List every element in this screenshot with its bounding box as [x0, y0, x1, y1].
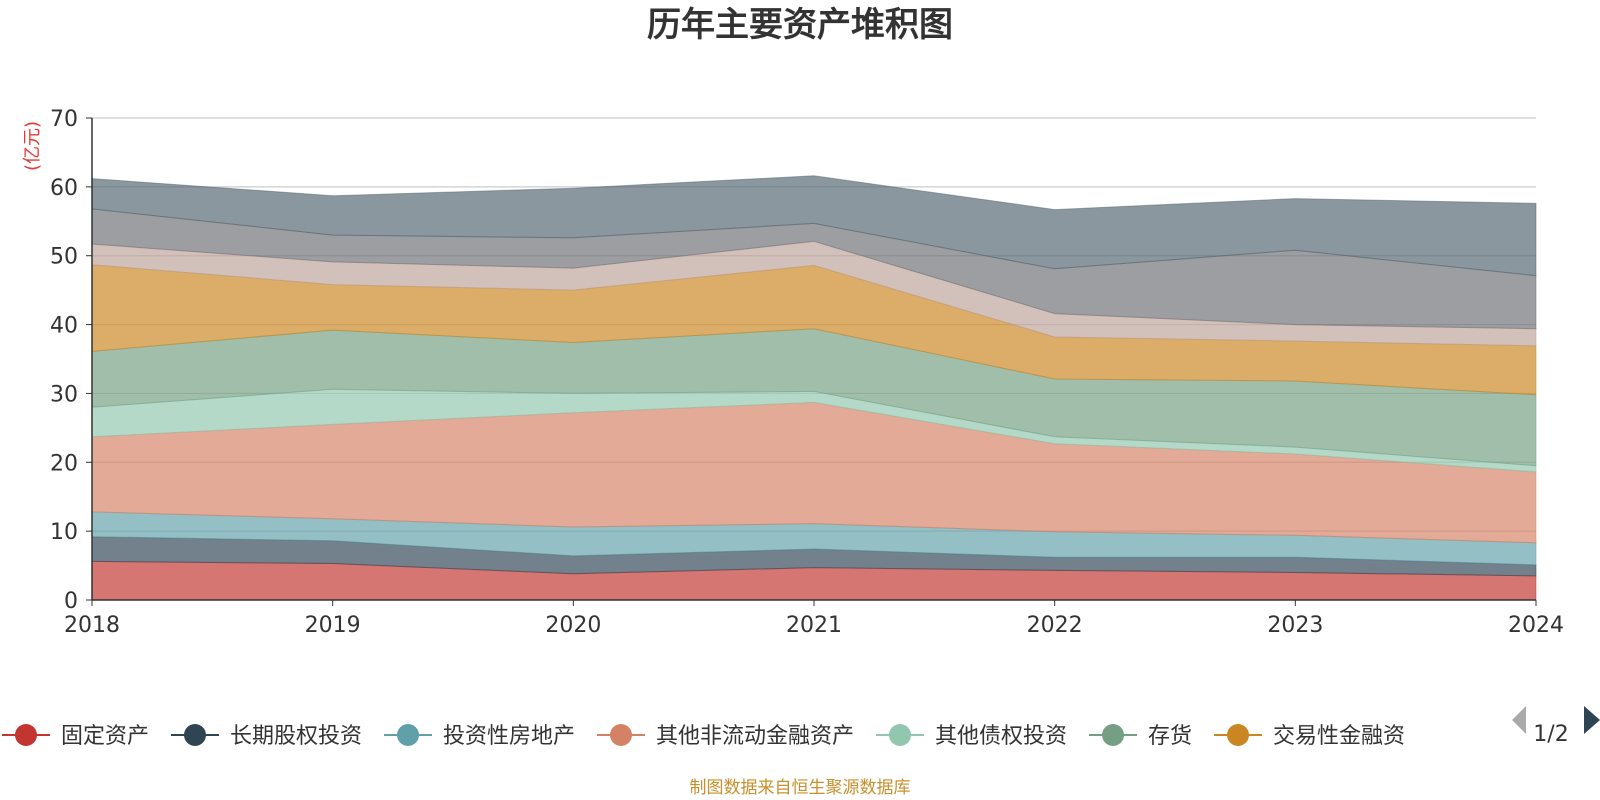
legend-marker-icon [184, 724, 207, 746]
legend-label: 固定资产 [61, 724, 149, 749]
y-tick-label: 20 [50, 451, 78, 476]
pager-next-icon[interactable] [1584, 706, 1600, 734]
y-tick-label: 30 [50, 382, 78, 407]
legend-marker-icon [397, 724, 420, 746]
legend-label: 长期股权投资 [230, 724, 362, 749]
y-tick-label: 50 [50, 245, 78, 270]
legend-item[interactable]: 长期股权投资 [171, 724, 362, 749]
legend-pager[interactable]: 1/2 [1512, 706, 1600, 747]
legend-label: 投资性房地产 [443, 724, 575, 749]
legend-label: 其他非流动金融资产 [656, 724, 854, 749]
y-tick-label: 60 [50, 176, 78, 201]
y-axis-ticks: 0 10 20 30 40 50 60 70 [50, 107, 92, 614]
legend-marker-icon [889, 724, 912, 746]
area-series [91, 175, 1537, 601]
area-series-10 [91, 175, 1537, 277]
x-tick-label: 2021 [786, 613, 842, 638]
y-tick-label: 0 [64, 589, 78, 614]
legend-label: 存货 [1148, 724, 1192, 749]
x-tick-label: 2018 [64, 613, 120, 638]
chart-title: 历年主要资产堆积图 [647, 5, 953, 45]
y-axis-unit: (亿元) [22, 121, 43, 171]
x-tick-label: 2024 [1508, 613, 1564, 638]
legend-item[interactable]: 其他非流动金融资产 [597, 724, 854, 749]
pager-page-label: 1/2 [1533, 722, 1568, 747]
source-note: 制图数据来自恒生聚源数据库 [690, 778, 911, 798]
x-tick-label: 2023 [1267, 613, 1323, 638]
x-axis-ticks: 2018 2019 2020 2021 2022 2023 2024 [64, 600, 1564, 638]
pager-prev-icon[interactable] [1512, 706, 1526, 734]
legend-item[interactable]: 固定资产 [2, 724, 149, 749]
legend-item[interactable]: 投资性房地产 [384, 724, 575, 749]
legend-item[interactable]: 其他债权投资 [876, 724, 1067, 749]
legend-item[interactable]: 交易性金融资 [1214, 724, 1405, 749]
legend[interactable]: 固定资产 长期股权投资 投资性房地产 其他非流动金融资产 其他债权投资 存货 交易性金融资 [2, 724, 1405, 749]
x-tick-label: 2020 [545, 613, 601, 638]
y-tick-label: 40 [50, 314, 78, 339]
legend-marker-icon [610, 724, 633, 746]
x-tick-label: 2019 [305, 613, 361, 638]
legend-label: 交易性金融资 [1273, 724, 1405, 749]
legend-item[interactable]: 存货 [1089, 724, 1192, 749]
legend-marker-icon [15, 724, 37, 746]
y-tick-label: 70 [50, 107, 78, 132]
legend-marker-icon [1102, 724, 1125, 746]
legend-label: 其他债权投资 [935, 724, 1067, 749]
y-tick-label: 10 [50, 520, 78, 545]
x-tick-label: 2022 [1027, 613, 1083, 638]
legend-marker-icon [1227, 724, 1250, 746]
